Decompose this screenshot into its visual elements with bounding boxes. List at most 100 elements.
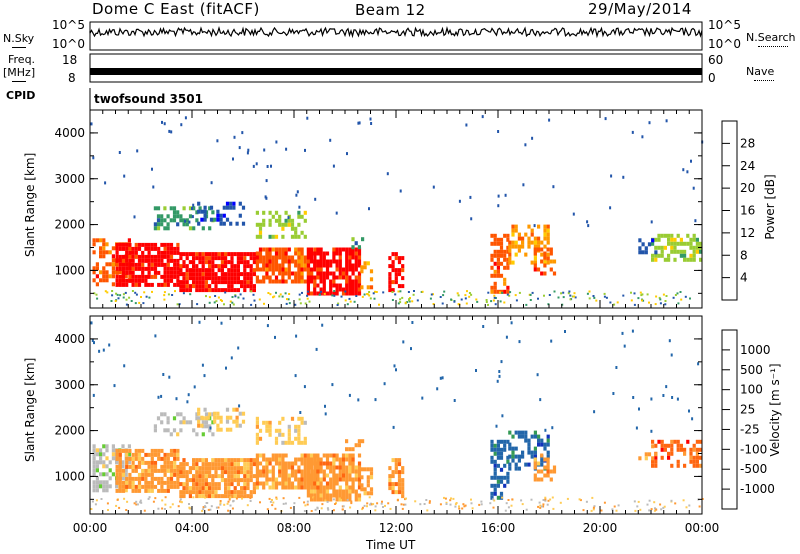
echo-cell [179,214,183,219]
echo-cell [537,442,541,447]
echo-cell [521,434,525,439]
echo-cell [208,206,212,211]
echo-cell [303,477,307,482]
echo-cell [530,260,534,265]
echo-cell [309,461,314,466]
speckle-cell [266,324,269,328]
echo-cell [230,478,234,483]
speckle-cell [321,323,324,327]
echo-cell [316,481,320,486]
echo-cell [351,461,355,466]
echo-cell [225,419,230,424]
echo-cell [540,458,544,463]
speckle-cell [92,393,95,397]
echo-cell [670,245,674,250]
colorbar-tick-label: 25 [740,403,755,417]
noise-cell [585,500,588,503]
echo-cell [238,201,242,206]
echo-cell [137,448,142,453]
echo-cell [224,276,228,281]
echo-cell [200,415,204,420]
echo-cell [284,473,288,478]
echo-cell [265,251,269,256]
echo-cell [246,486,250,491]
echo-cell [157,270,161,275]
noise-cell [202,508,205,511]
echo-cell [160,250,164,255]
echo-cell [220,288,224,293]
echo-cell [153,448,158,453]
echo-cell [258,428,263,433]
echo-cell [188,260,192,265]
echo-cell [163,270,167,275]
echo-cell [281,226,285,231]
echo-cell [335,453,339,458]
speckle-cell [331,383,334,387]
noise-cell [152,500,155,503]
echo-cell [345,453,349,458]
echo-cell [499,289,504,294]
echo-cell [134,242,138,247]
speckle-cell [432,185,435,189]
noise-cell [331,294,334,297]
noise-cell [674,502,677,505]
echo-cell [281,267,285,272]
echo-cell [546,434,550,439]
noise-cell [544,499,547,502]
echo-cell [249,288,253,293]
echo-cell [121,448,126,453]
echo-cell [153,206,157,211]
noise-cell [318,293,321,296]
noise-cell [148,296,151,299]
echo-cell [166,214,170,219]
echo-cell [508,256,512,261]
echo-cell [325,263,330,268]
echo-cell [506,233,510,238]
echo-cell [274,263,279,268]
echo-cell [303,436,307,441]
echo-cell [95,488,99,493]
speckle-cell [374,398,377,402]
noise-cell [653,509,656,512]
echo-cell [241,419,246,424]
noise-cell [363,293,366,296]
echo-cell [309,489,314,494]
noise-cell [537,505,540,508]
echo-cell [198,272,202,277]
speckle-cell [386,172,389,176]
noise-cell [633,500,636,503]
echo-cell [543,255,547,260]
echo-cell [134,452,138,457]
echo-cell [683,249,687,254]
echo-cell [354,477,358,482]
speckle-cell [154,334,157,338]
speckle-cell [692,186,695,190]
echo-cell [369,475,374,480]
noise-cell [163,298,166,301]
echo-cell [246,264,250,269]
echo-cell [163,464,167,469]
echo-cell [657,237,661,242]
noise-cell [342,505,345,508]
echo-cell [258,481,263,486]
echo-cell [319,477,323,482]
echo-cell [676,249,680,254]
echo-cell [506,237,510,242]
echo-cell [670,241,674,246]
echo-cell [357,473,362,478]
echo-cell [319,271,323,276]
noise-cell [235,497,238,500]
echo-cell [166,476,170,481]
echo-cell [128,448,132,453]
speckle-cell [357,121,360,125]
noise-cell [142,302,145,305]
echo-cell [172,214,177,219]
echo-cell [536,247,541,252]
echo-cell [683,451,687,456]
echo-cell [214,486,218,491]
echo-cell [338,457,342,462]
echo-cell [663,245,667,250]
echo-cell [527,224,531,229]
echo-cell [663,257,667,262]
echo-cell [360,265,364,270]
